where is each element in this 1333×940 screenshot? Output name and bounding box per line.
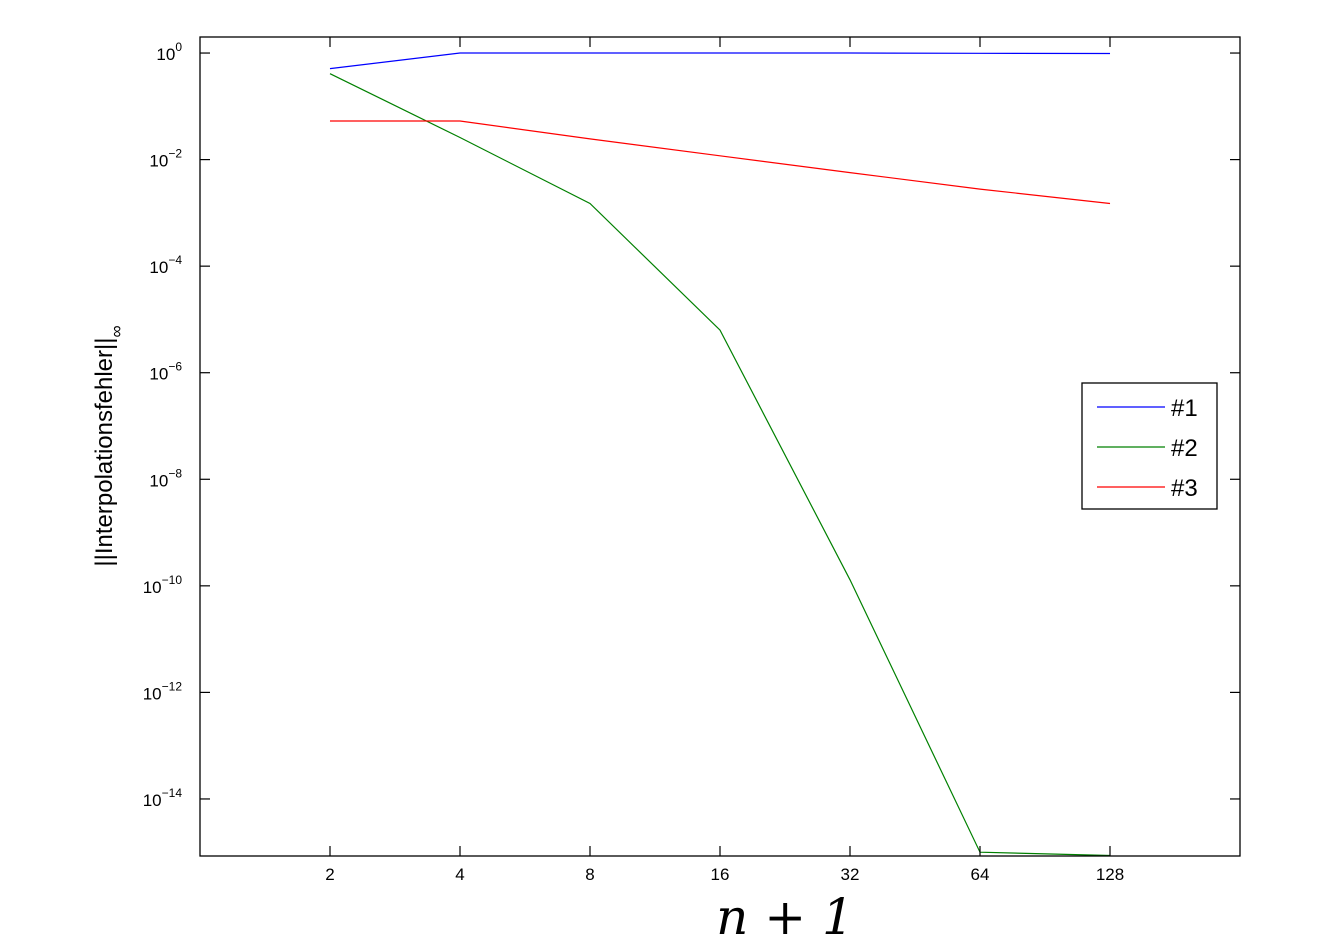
y-tick-label: 10−8 [149,466,182,490]
y-tick-exponent: −10 [162,573,183,587]
y-tick-exponent: −14 [162,786,183,800]
x-tick-label: 16 [711,865,730,884]
y-tick-label: 100 [156,40,182,64]
y-tick-label: 10−12 [143,679,183,703]
legend: #1 #2 #3 [1081,382,1218,510]
y-tick-exponent: −6 [168,360,182,374]
y-tick-label: 10−4 [149,253,182,277]
series-line-3 [330,120,1111,205]
y-tick-base: 10 [149,152,168,171]
x-tick-label: 4 [455,865,464,884]
y-tick-base: 10 [143,684,162,703]
y-tick-exponent: −12 [162,679,183,693]
x-tick-label: 8 [585,865,594,884]
legend-label-3: #3 [1171,475,1198,502]
y-tick-base: 10 [143,791,162,810]
y-tick-label: 10−10 [143,573,183,597]
x-axis: 2 4 8 16 32 64 128 [325,37,1124,884]
legend-box [1081,382,1218,510]
x-tick-label: 64 [971,865,990,884]
y-tick-base: 10 [156,45,175,64]
y-tick-base: 10 [143,578,162,597]
y-axis-label-subscript: ∞ [107,325,126,337]
legend-label-2: #2 [1171,435,1198,462]
y-tick-exponent: −8 [168,466,182,480]
y-tick-label: 10−14 [143,786,183,810]
x-tick-label: 128 [1096,865,1124,884]
legend-label-1: #1 [1171,395,1198,422]
y-tick-base: 10 [149,471,168,490]
y-tick-exponent: −2 [168,147,182,161]
y-axis-label: ||Interpolationsfehler||∞ [91,325,126,566]
x-tick-label: 2 [325,865,334,884]
x-tick-label: 32 [841,865,860,884]
series-line-1 [329,52,1111,70]
y-tick-label: 10−2 [149,147,182,171]
y-tick-exponent: −4 [168,253,182,267]
y-tick-exponent: 0 [175,40,182,54]
y-tick-base: 10 [149,258,168,277]
plot-lines [329,52,1111,857]
x-axis-label: n + 1 [716,888,854,940]
y-tick-label: 10−6 [149,360,182,384]
y-tick-base: 10 [149,365,168,384]
